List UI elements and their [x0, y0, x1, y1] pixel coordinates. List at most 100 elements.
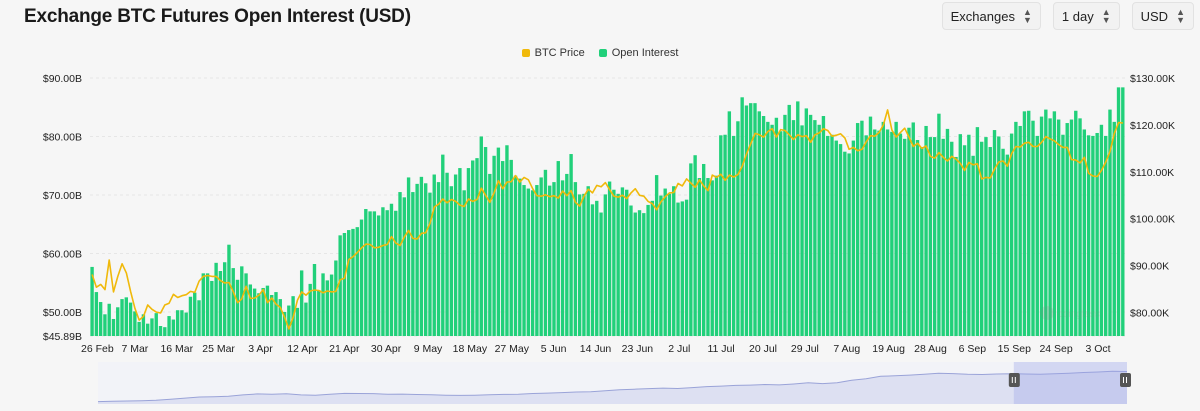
- open-interest-bar: [205, 273, 210, 336]
- open-interest-bar: [436, 182, 441, 336]
- open-interest-bar: [218, 271, 223, 336]
- open-interest-bar: [603, 194, 607, 336]
- open-interest-bar: [90, 266, 94, 336]
- open-interest-bar: [881, 121, 885, 337]
- legend-label-btc-price: BTC Price: [534, 47, 585, 59]
- open-interest-bar: [770, 124, 774, 336]
- x-tick-label: 19 Aug: [872, 343, 905, 355]
- open-interest-bar: [471, 160, 475, 336]
- open-interest-bar: [1031, 120, 1035, 336]
- open-interest-bar: [509, 159, 513, 336]
- open-interest-bar: [629, 205, 633, 336]
- open-interest-bar: [984, 137, 988, 336]
- page-title: Exchange BTC Futures Open Interest (USD): [24, 6, 411, 27]
- open-interest-bar: [868, 116, 873, 336]
- open-interest-bar: [295, 307, 300, 336]
- open-interest-bar: [364, 209, 368, 336]
- open-interest-bar: [693, 155, 697, 336]
- open-interest-bar: [915, 140, 920, 336]
- open-interest-bar: [543, 169, 548, 336]
- open-interest-bar: [706, 178, 710, 336]
- open-interest-bar: [1056, 119, 1061, 336]
- open-interest-bar: [577, 194, 582, 336]
- x-tick-label: 16 Mar: [160, 343, 193, 355]
- exchanges-select[interactable]: Exchanges ▲ ▼: [941, 2, 1041, 30]
- handle-grip: [1008, 373, 1020, 387]
- open-interest-bar: [932, 137, 937, 336]
- x-tick-label: 7 Aug: [833, 343, 860, 355]
- open-interest-bar: [252, 288, 257, 336]
- x-tick-label: 25 Mar: [202, 343, 235, 355]
- open-interest-bar: [1048, 118, 1052, 336]
- x-tick-label: 14 Jun: [580, 343, 612, 355]
- open-interest-bar: [513, 175, 518, 336]
- open-interest-bar: [530, 190, 535, 336]
- range-handle-right[interactable]: [1120, 373, 1131, 387]
- open-interest-bar: [667, 193, 672, 336]
- open-interest-bar: [1104, 135, 1108, 336]
- open-interest-bar: [1014, 121, 1018, 337]
- open-interest-bar: [154, 313, 158, 336]
- legend-item-btc-price[interactable]: BTC Price: [521, 47, 585, 59]
- open-interest-bar: [941, 138, 945, 336]
- open-interest-bar: [885, 129, 890, 336]
- open-interest-bar: [329, 274, 334, 336]
- open-interest-bar: [924, 125, 928, 337]
- open-interest-bar: [308, 283, 312, 336]
- open-interest-bar: [347, 230, 351, 336]
- currency-select[interactable]: USD ▲ ▼: [1131, 2, 1194, 30]
- open-interest-bar: [270, 295, 274, 336]
- open-interest-bar: [488, 173, 492, 336]
- open-interest-bar: [796, 101, 800, 337]
- left-axis: $45.89B $50.00B $60.00B $70.00B $80.00B $90.0…: [43, 73, 82, 343]
- open-interest-bar: [128, 302, 133, 336]
- open-interest-bar: [441, 154, 445, 336]
- x-tick-label: 20 Jul: [749, 343, 777, 355]
- interval-select[interactable]: 1 day ▲ ▼: [1052, 2, 1120, 30]
- watermark-text: coinglass: [1058, 309, 1100, 320]
- open-interest-bar: [877, 130, 881, 336]
- open-interest-bar: [184, 312, 188, 336]
- x-tick-label: 27 May: [495, 343, 530, 355]
- open-interest-bar: [804, 108, 809, 336]
- open-interest-bar: [595, 200, 599, 336]
- open-interest-bar: [778, 131, 783, 336]
- open-interest-bar: [188, 296, 193, 336]
- open-interest-bar: [761, 116, 766, 337]
- right-axis: $80.00K $90.00K $100.00K $110.00K $120.00K $1…: [1130, 73, 1175, 320]
- left-tick-label: $80.00B: [43, 131, 82, 143]
- open-interest-bar: [958, 134, 962, 336]
- open-interest-bar: [642, 213, 646, 336]
- x-tick-label: 9 May: [414, 343, 443, 355]
- open-interest-bar: [1035, 135, 1039, 336]
- open-interest-bar: [552, 182, 556, 336]
- open-interest-bar: [355, 227, 359, 336]
- open-interest-bar: [458, 168, 462, 336]
- open-interest-bar: [860, 120, 864, 336]
- open-interest-bar: [351, 228, 355, 336]
- open-interest-bar: [898, 133, 903, 336]
- watermark-icon: [1040, 306, 1054, 320]
- open-interest-bar: [419, 176, 424, 336]
- open-interest-bar: [163, 327, 167, 336]
- open-interest-bar: [907, 127, 911, 336]
- open-interest-bar: [124, 297, 128, 336]
- right-tick-label: $110.00K: [1130, 167, 1174, 179]
- open-interest-bar: [783, 114, 787, 336]
- open-interest-bar: [821, 116, 826, 337]
- open-interest-bar: [697, 178, 702, 336]
- legend-item-open-interest[interactable]: Open Interest: [598, 47, 678, 59]
- open-interest-bar: [1065, 123, 1069, 336]
- open-interest-bar: [167, 316, 171, 336]
- open-interest-bar: [317, 290, 321, 336]
- range-handle-left[interactable]: [1008, 373, 1020, 387]
- open-interest-bar: [180, 310, 184, 336]
- open-interest-bar: [428, 192, 432, 336]
- open-interest-bar: [701, 163, 706, 336]
- open-interest-bar: [911, 122, 915, 336]
- open-interest-bar: [466, 168, 471, 336]
- open-interest-bar: [1009, 133, 1014, 336]
- open-interest-bar: [210, 280, 214, 336]
- open-interest-bar: [342, 233, 347, 336]
